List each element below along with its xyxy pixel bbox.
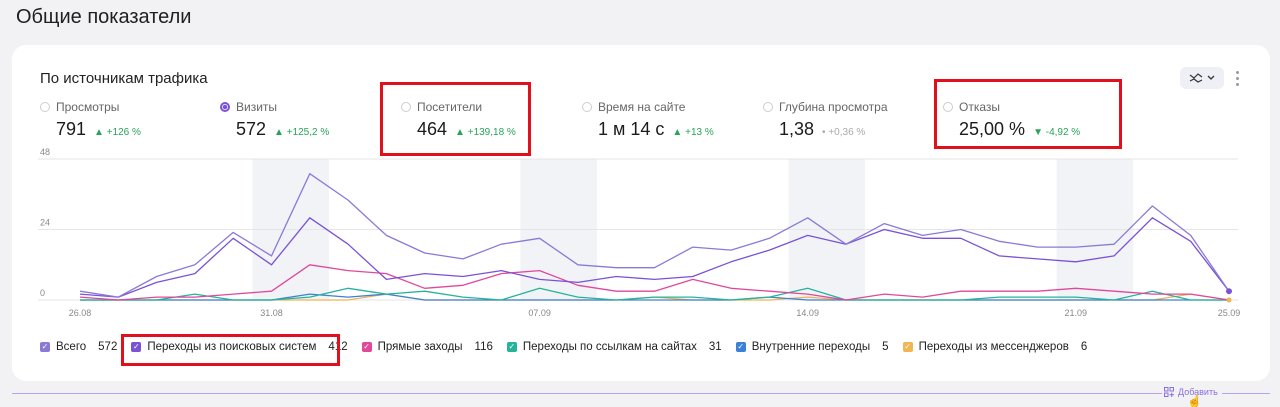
- x-tick-label: 07.09: [528, 308, 551, 318]
- page-title: Общие показатели: [16, 6, 192, 28]
- series-line: [80, 287, 1229, 301]
- checkbox-checked-icon: ✓: [361, 342, 372, 352]
- legend-count: 572: [98, 341, 118, 353]
- legend-item-referral[interactable]: ✓ Переходы по ссылкам на сайтах 31: [506, 341, 722, 353]
- legend-label: Переходы из мессенджеров: [918, 341, 1069, 353]
- x-tick-label: 26.08: [69, 308, 92, 318]
- chart-legend: ✓ Всего 572 ✓ Переходы из поисковых систе…: [40, 341, 1101, 353]
- metric-delta: ▼ -4,92 %: [1033, 127, 1081, 138]
- checkbox-checked-icon: ✓: [131, 342, 142, 352]
- series-line: [79, 173, 1230, 298]
- series-endpoint: [1226, 297, 1232, 303]
- legend-item-total[interactable]: ✓ Всего 572: [40, 341, 117, 353]
- y-tick-label: 0: [40, 288, 45, 298]
- chart-lines-icon: [1189, 73, 1203, 83]
- y-tick-label: 48: [40, 147, 50, 157]
- x-tick-label: 14.09: [796, 308, 819, 318]
- metric-value: 572: [236, 119, 267, 139]
- metric-delta: ▲ +125,2 %: [274, 127, 330, 138]
- legend-label: Всего: [56, 341, 87, 353]
- metric-bounces[interactable]: Отказы 25,00 % ▼ -4,92 %: [943, 100, 1080, 140]
- metric-label: Визиты: [236, 100, 278, 114]
- metric-delta: • +0,36 %: [822, 127, 866, 138]
- metric-value: 1 м 14 с: [598, 119, 665, 139]
- metric-label: Посетители: [417, 100, 483, 114]
- legend-count: 116: [474, 341, 493, 353]
- legend-item-search[interactable]: ✓ Переходы из поисковых систем 412: [131, 341, 348, 353]
- series-line: [79, 264, 1230, 301]
- chart-type-button[interactable]: [1180, 67, 1224, 89]
- traffic-sources-card: По источникам трафика Просмотры 791 ▲ +12…: [12, 45, 1270, 381]
- metric-delta: ▲ +139,18 %: [455, 127, 516, 138]
- metric-delta: ▲ +126 %: [94, 127, 141, 138]
- legend-count: 6: [1080, 341, 1088, 353]
- metric-time-on-site[interactable]: Время на сайте 1 м 14 с ▲ +13 %: [582, 100, 714, 140]
- metric-visits[interactable]: Визиты 572 ▲ +125,2 %: [220, 100, 329, 140]
- add-button-label: Добавить: [1178, 387, 1218, 397]
- metric-value: 464: [417, 119, 448, 139]
- radio-icon: [582, 102, 592, 112]
- metric-label: Отказы: [959, 100, 1001, 114]
- legend-item-direct[interactable]: ✓ Прямые заходы 116: [361, 341, 493, 353]
- chevron-down-icon: [1207, 75, 1215, 80]
- radio-icon: [401, 102, 411, 112]
- highlight-box: [380, 82, 531, 156]
- series-line: [79, 217, 1230, 298]
- series-endpoint: [1226, 288, 1232, 295]
- metric-label: Время на сайте: [598, 100, 686, 114]
- metric-label: Глубина просмотра: [779, 100, 888, 114]
- x-tick-label: 31.08: [260, 308, 283, 318]
- radio-icon: [763, 102, 773, 112]
- metric-value: 1,38: [779, 119, 815, 139]
- checkbox-checked-icon: ✓: [40, 342, 50, 352]
- legend-count: 5: [882, 341, 889, 353]
- metric-label: Просмотры: [56, 100, 120, 114]
- highlight-box: [934, 79, 1122, 149]
- x-tick-label: 21.09: [1065, 308, 1088, 318]
- metric-value: 25,00 %: [959, 119, 1026, 139]
- divider: [12, 393, 1162, 394]
- checkbox-checked-icon: ✓: [506, 342, 517, 352]
- legend-label: Прямые заходы: [377, 341, 463, 353]
- traffic-chart: 0 24 48 26.08 31.08 07.09 14.09 21.09 25.09: [38, 147, 1241, 318]
- metric-delta: ▲ +13 %: [672, 127, 714, 138]
- radio-icon: [943, 102, 953, 112]
- legend-label: Переходы по ссылкам на сайтах: [522, 341, 697, 353]
- divider: [1222, 393, 1270, 394]
- legend-item-messengers[interactable]: ✓ Переходы из мессенджеров 6: [902, 341, 1088, 353]
- more-menu-button[interactable]: [1230, 67, 1244, 89]
- checkbox-checked-icon: ✓: [902, 342, 913, 352]
- hand-cursor-icon: ☝: [1187, 394, 1202, 407]
- legend-label: Переходы из поисковых систем: [147, 341, 317, 353]
- metric-visitors[interactable]: Посетители 464 ▲ +139,18 %: [401, 100, 516, 140]
- radio-selected-icon: [220, 102, 230, 112]
- checkbox-checked-icon: ✓: [735, 342, 746, 352]
- add-widget-icon: [1164, 387, 1174, 397]
- legend-label: Внутренние переходы: [751, 341, 871, 353]
- metric-page-depth[interactable]: Глубина просмотра 1,38 • +0,36 %: [763, 100, 888, 140]
- legend-count: 31: [708, 341, 722, 353]
- highlight-box: [121, 334, 340, 366]
- y-tick-label: 24: [40, 218, 50, 228]
- card-title: По источникам трафика: [40, 70, 208, 87]
- metric-value: 791: [56, 119, 87, 139]
- radio-icon: [40, 102, 50, 112]
- x-tick-label: 25.09: [1218, 308, 1241, 318]
- legend-item-internal[interactable]: ✓ Внутренние переходы 5: [735, 341, 889, 353]
- metric-pageviews[interactable]: Просмотры 791 ▲ +126 %: [40, 100, 141, 140]
- add-button[interactable]: Добавить: [1164, 387, 1218, 397]
